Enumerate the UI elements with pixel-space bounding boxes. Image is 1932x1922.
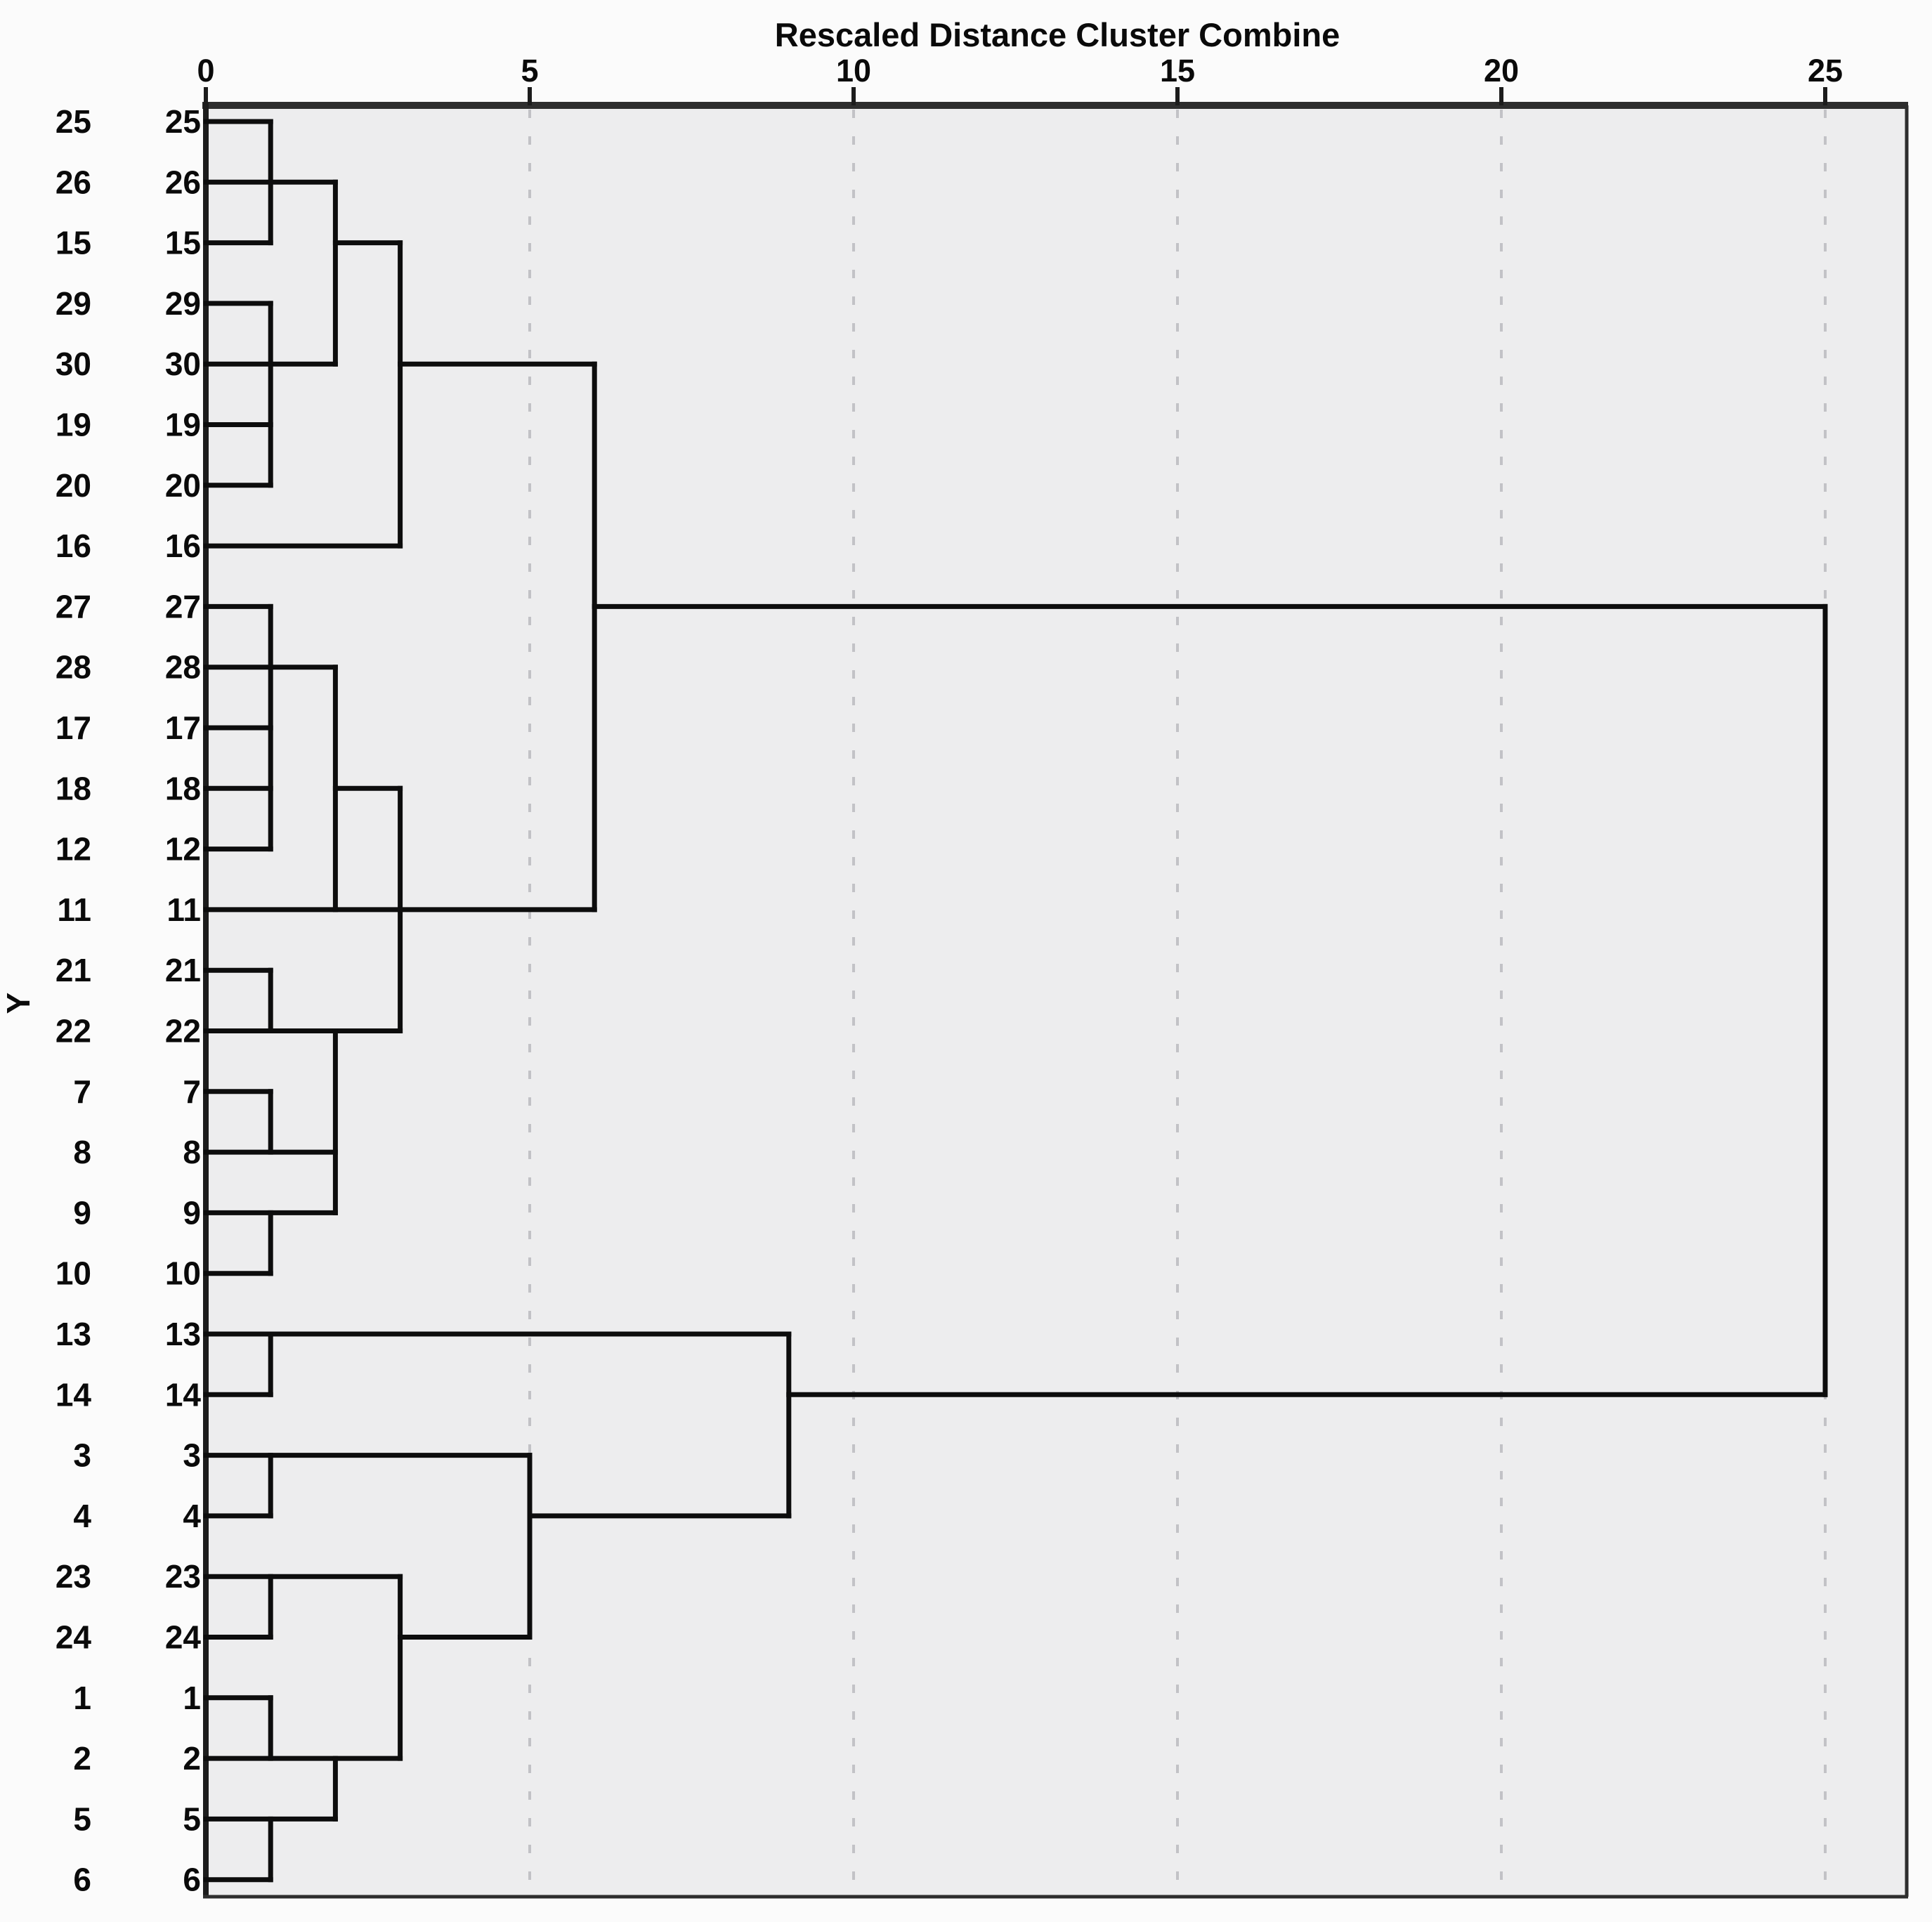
leaf-label-outer: 13 — [56, 1316, 91, 1352]
leaf-label-inner: 7 — [183, 1073, 201, 1110]
leaf-label-inner: 30 — [165, 346, 201, 382]
leaf-label-outer: 15 — [56, 225, 91, 261]
leaf-label-outer: 2 — [73, 1740, 91, 1777]
y-axis-label: Y — [0, 993, 37, 1014]
leaf-label-outer: 18 — [56, 770, 91, 806]
tick-label: 25 — [1808, 53, 1843, 89]
leaf-label-inner: 3 — [183, 1437, 201, 1474]
leaf-label-inner: 20 — [165, 467, 201, 504]
leaf-label-outer: 10 — [56, 1255, 91, 1292]
leaf-label-inner: 14 — [165, 1376, 202, 1413]
leaf-label-outer: 1 — [73, 1680, 91, 1716]
tick-label: 0 — [197, 53, 214, 89]
tick-label: 5 — [521, 53, 538, 89]
leaf-label-outer: 23 — [56, 1558, 91, 1595]
leaf-label-outer: 20 — [56, 467, 91, 504]
chart-title: Rescaled Distance Cluster Combine — [775, 16, 1340, 53]
leaf-label-outer: 29 — [56, 285, 91, 322]
tick-label: 15 — [1160, 53, 1195, 89]
plot-area — [206, 105, 1907, 1897]
leaf-label-inner: 10 — [165, 1255, 201, 1292]
leaf-label-outer: 22 — [56, 1013, 91, 1050]
leaf-label-inner: 18 — [165, 770, 201, 806]
leaf-label-outer: 27 — [56, 588, 91, 625]
leaf-label-outer: 11 — [57, 891, 91, 928]
leaf-label-outer: 4 — [73, 1498, 91, 1534]
leaf-label-inner: 16 — [165, 528, 201, 564]
leaf-label-inner: 17 — [165, 710, 201, 746]
leaf-label-inner: 11 — [167, 891, 201, 928]
leaf-label-outer: 19 — [56, 407, 91, 443]
leaf-label-inner: 8 — [183, 1134, 201, 1170]
leaf-label-inner: 21 — [165, 952, 201, 988]
leaf-label-outer: 14 — [56, 1376, 92, 1413]
tick-label: 10 — [836, 53, 871, 89]
tick-label: 20 — [1484, 53, 1519, 89]
leaf-label-outer: 12 — [56, 831, 91, 868]
leaf-label-inner: 6 — [183, 1862, 201, 1898]
leaf-label-inner: 24 — [165, 1619, 202, 1656]
leaf-label-inner: 15 — [165, 225, 201, 261]
leaf-label-outer: 30 — [56, 346, 91, 382]
leaf-label-outer: 7 — [73, 1073, 91, 1110]
leaf-label-inner: 28 — [165, 649, 201, 686]
leaf-label-inner: 29 — [165, 285, 201, 322]
leaf-label-outer: 17 — [56, 710, 91, 746]
leaf-label-inner: 19 — [165, 407, 201, 443]
leaf-label-outer: 16 — [56, 528, 91, 564]
leaf-label-outer: 28 — [56, 649, 91, 686]
leaf-label-inner: 5 — [183, 1800, 201, 1837]
leaf-label-outer: 21 — [56, 952, 91, 988]
leaf-label-outer: 26 — [56, 164, 91, 200]
leaf-label-outer: 6 — [73, 1862, 91, 1898]
leaf-label-inner: 13 — [165, 1316, 201, 1352]
leaf-label-outer: 24 — [56, 1619, 92, 1656]
leaf-label-inner: 27 — [165, 588, 201, 625]
leaf-label-inner: 4 — [183, 1498, 201, 1534]
leaf-label-outer: 25 — [56, 103, 91, 140]
leaf-label-inner: 2 — [183, 1740, 201, 1777]
leaf-label-inner: 9 — [183, 1194, 201, 1231]
leaf-label-outer: 8 — [73, 1134, 91, 1170]
leaf-label-outer: 9 — [73, 1194, 91, 1231]
leaf-label-inner: 22 — [165, 1013, 201, 1050]
leaf-label-outer: 5 — [73, 1800, 91, 1837]
leaf-label-inner: 25 — [165, 103, 201, 140]
leaf-label-inner: 1 — [183, 1680, 201, 1716]
leaf-label-inner: 26 — [165, 164, 201, 200]
leaf-label-outer: 3 — [73, 1437, 91, 1474]
leaf-label-inner: 12 — [165, 831, 201, 868]
leaf-label-inner: 23 — [165, 1558, 201, 1595]
